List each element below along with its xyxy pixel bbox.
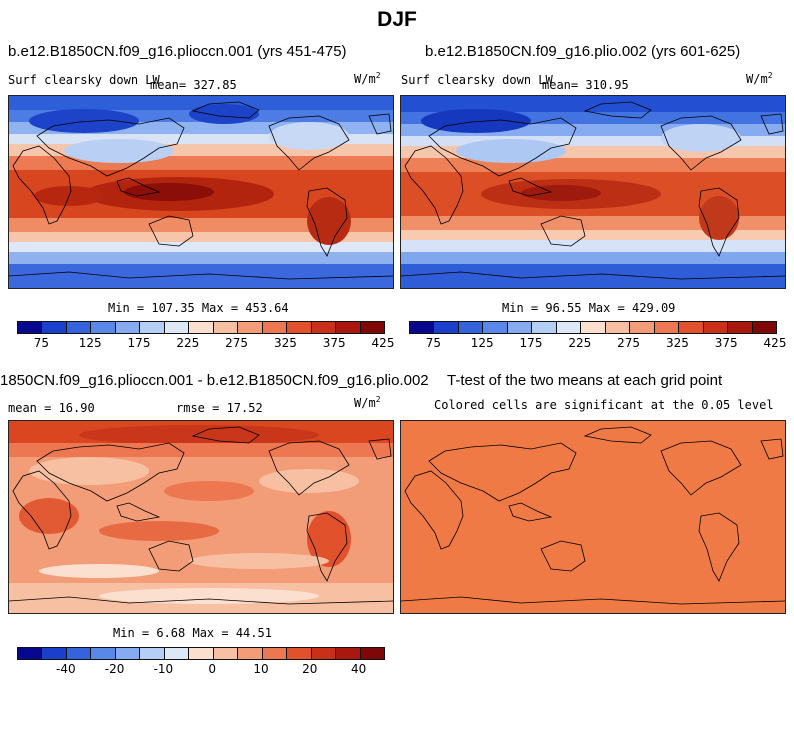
colorbar-tick-label: 0 <box>208 662 217 676</box>
colorbar-box <box>728 322 753 333</box>
colorbar-tick-label: 10 <box>253 662 269 676</box>
colorbar-box <box>115 322 141 333</box>
colorbar-box <box>91 648 116 659</box>
colorbar-box <box>360 322 385 333</box>
colorbar-bottom-left <box>17 647 385 660</box>
colorbar-box <box>213 322 239 333</box>
colorbar-box <box>654 322 680 333</box>
colorbar-top-left <box>17 321 385 334</box>
colorbar-tick-label: 225 <box>176 336 200 350</box>
colorbar-box <box>189 322 214 333</box>
colorbar-tick-label: 425 <box>371 336 395 350</box>
colorbar-box <box>410 322 435 333</box>
mean-label-top-right: mean= 310.95 <box>542 78 629 92</box>
minmax-top-left: Min = 107.35 Max = 453.64 <box>108 301 289 315</box>
colorbar-box <box>238 322 263 333</box>
units-label-bottom-left: W/m2 <box>354 395 381 410</box>
colorbar-box <box>458 322 484 333</box>
colorbar-tick-label: -40 <box>55 662 76 676</box>
panel-title-top-left: b.e12.B1850CN.f09_g16.plioccn.001 (yrs 4… <box>8 43 347 60</box>
subtitle-bottom-right: Colored cells are significant at the 0.0… <box>434 398 774 412</box>
colorbar-box <box>311 648 337 659</box>
colorbar-tick-label: 275 <box>225 336 249 350</box>
panel-title-bottom-left: 1850CN.f09_g16.plioccn.001 - b.e12.B1850… <box>0 372 429 389</box>
colorbar-box <box>556 322 582 333</box>
colorbar-box <box>336 322 361 333</box>
colorbar-box <box>630 322 655 333</box>
panel-title-bottom-right: T-test of the two means at each grid poi… <box>447 372 723 389</box>
units-label-top-right: W/m2 <box>746 71 773 86</box>
colorbar-tick-label: 125 <box>470 336 494 350</box>
colorbar-tick-label: -20 <box>104 662 125 676</box>
colorbar-box <box>91 322 116 333</box>
colorbar-box <box>189 648 214 659</box>
colorbar-box <box>507 322 533 333</box>
colorbar-box <box>336 648 361 659</box>
mean-label-bottom-left: mean = 16.90 <box>8 401 95 415</box>
colorbar-tick-label: 225 <box>568 336 592 350</box>
colorbar-box <box>360 648 385 659</box>
colorbar-box <box>115 648 141 659</box>
colorbar-box <box>605 322 631 333</box>
colorbar-box <box>140 648 165 659</box>
colorbar-tick-label: 375 <box>322 336 346 350</box>
rmse-label-bottom-left: rmse = 17.52 <box>176 401 263 415</box>
colorbar-tick-label: 175 <box>519 336 543 350</box>
colorbar-box <box>164 648 190 659</box>
colorbar-box <box>140 322 165 333</box>
colorbar-box <box>18 648 43 659</box>
colorbar-tick-label: 325 <box>665 336 689 350</box>
colorbar-tick-label: 425 <box>763 336 787 350</box>
colorbar-box <box>18 322 43 333</box>
mean-label-top-left: mean= 327.85 <box>150 78 237 92</box>
colorbar-tick-label: 20 <box>302 662 318 676</box>
colorbar-tick-label: 40 <box>350 662 367 676</box>
variable-label-top-right: Surf clearsky down LW <box>401 73 553 87</box>
colorbar-tick-label: 75 <box>425 336 442 350</box>
colorbar-box <box>42 648 67 659</box>
colorbar-box <box>311 322 337 333</box>
colorbar-box <box>752 322 777 333</box>
colorbar-box <box>581 322 606 333</box>
colorbar-box <box>434 322 459 333</box>
minmax-top-right: Min = 96.55 Max = 429.09 <box>502 301 676 315</box>
variable-label-top-left: Surf clearsky down LW <box>8 73 160 87</box>
minmax-bottom-left: Min = 6.68 Max = 44.51 <box>113 626 272 640</box>
colorbar-box <box>679 322 704 333</box>
colorbar-box <box>66 322 92 333</box>
colorbar-tick-label: 325 <box>273 336 297 350</box>
colorbar-box <box>213 648 239 659</box>
map-top-left <box>8 95 394 289</box>
colorbar-box <box>262 322 288 333</box>
colorbar-box <box>703 322 729 333</box>
colorbar-box <box>238 648 263 659</box>
colorbar-box <box>287 648 312 659</box>
colorbar-box <box>483 322 508 333</box>
map-bottom-left <box>8 420 394 614</box>
colorbar-tick-label: 75 <box>33 336 50 350</box>
colorbar-tick-label: -10 <box>153 662 174 676</box>
colorbar-box <box>66 648 92 659</box>
colorbar-tick-label: 275 <box>617 336 641 350</box>
colorbar-box <box>42 322 67 333</box>
map-bottom-right <box>400 420 786 614</box>
colorbar-box <box>532 322 557 333</box>
colorbar-box <box>262 648 288 659</box>
map-top-right <box>400 95 786 289</box>
colorbar-tick-label: 175 <box>127 336 151 350</box>
colorbar-box <box>287 322 312 333</box>
colorbar-box <box>164 322 190 333</box>
colorbar-top-right <box>409 321 777 334</box>
panel-title-top-right: b.e12.B1850CN.f09_g16.plio.002 (yrs 601-… <box>425 43 741 60</box>
figure-title: DJF <box>377 8 417 31</box>
colorbar-tick-label: 125 <box>78 336 102 350</box>
colorbar-tick-label: 375 <box>714 336 738 350</box>
units-label-top-left: W/m2 <box>354 71 381 86</box>
